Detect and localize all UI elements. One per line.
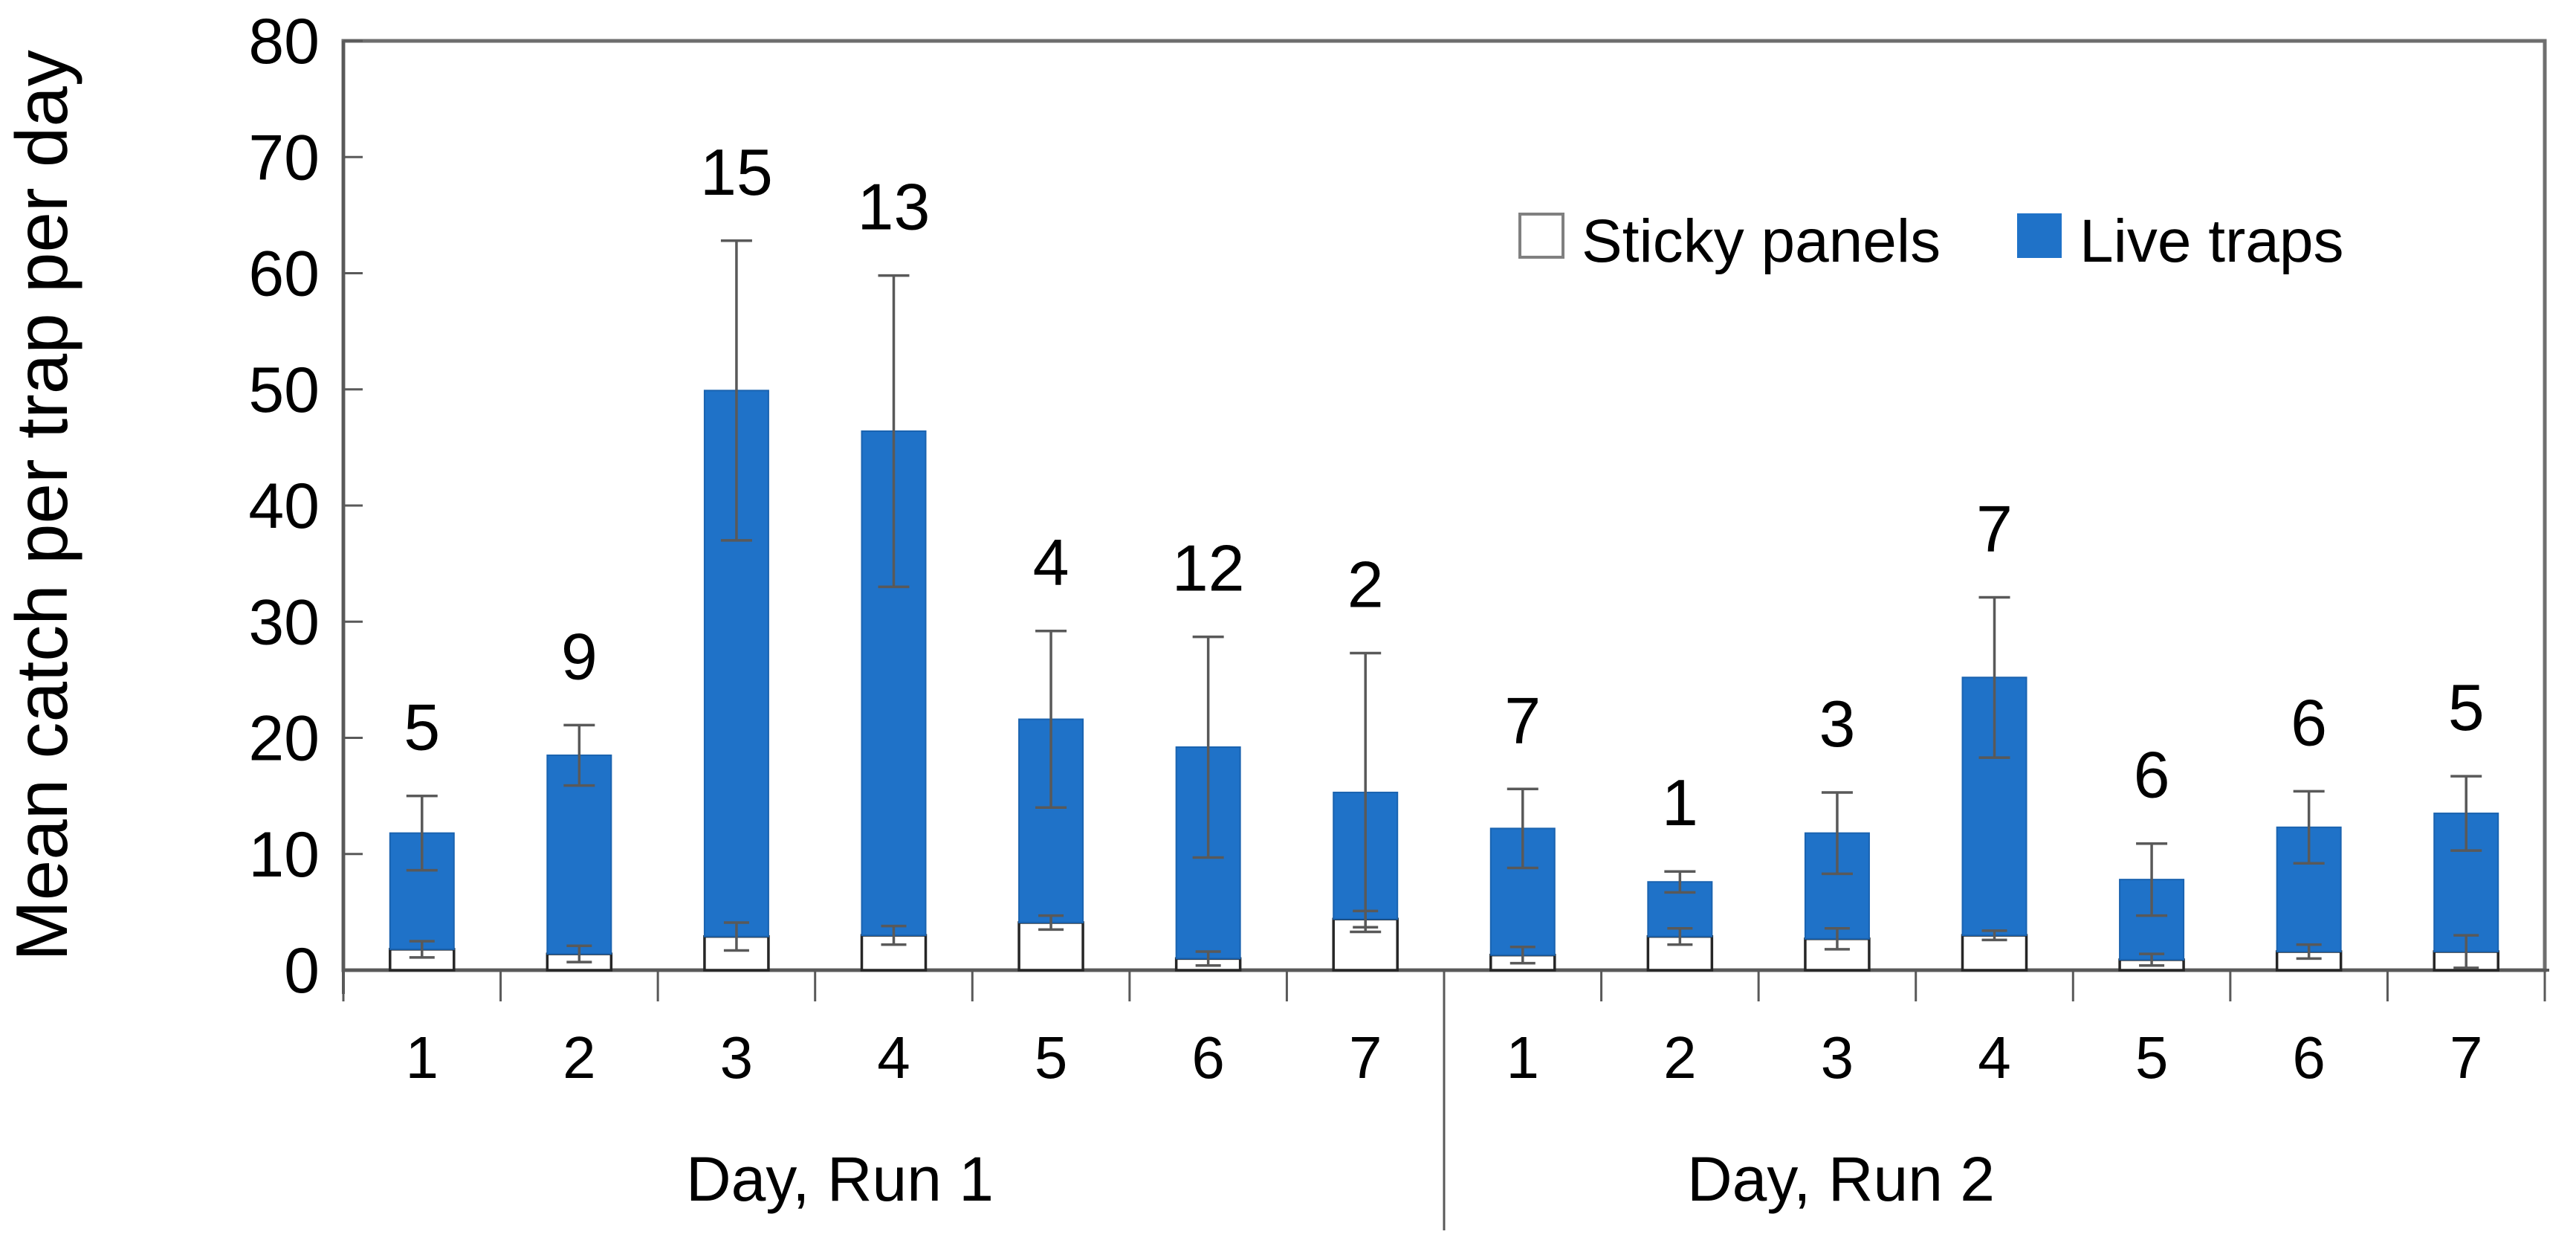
count-label-r1-d1: 5	[404, 691, 440, 764]
y-tick-label-10: 10	[248, 819, 320, 891]
day-label-r1-d1: 1	[406, 1024, 439, 1091]
day-label-r2-d6: 6	[2292, 1024, 2326, 1091]
day-label-r2-d1: 1	[1507, 1024, 1540, 1091]
count-label-r1-d6: 12	[1172, 532, 1245, 605]
count-label-r1-d3: 15	[700, 135, 773, 209]
group-label-run-2: Day, Run 2	[1687, 1144, 1995, 1214]
day-label-r2-d5: 5	[2135, 1024, 2169, 1091]
plot-border	[341, 39, 2547, 972]
count-label-r2-d3: 3	[1819, 687, 1855, 761]
count-label-r2-d7: 5	[2448, 671, 2485, 744]
day-label-r2-d2: 2	[1663, 1024, 1697, 1091]
legend-label-sticky-panels: Sticky panels	[1582, 207, 1941, 275]
day-label-r1-d7: 7	[1349, 1024, 1382, 1091]
day-label-r2-d7: 7	[2450, 1024, 2483, 1091]
day-label-r1-d6: 6	[1191, 1024, 1225, 1091]
y-tick-label-30: 30	[248, 587, 320, 658]
group-label-run-1: Day, Run 1	[686, 1144, 994, 1214]
y-tick-label-50: 50	[248, 355, 320, 426]
count-label-r2-d1: 7	[1504, 683, 1541, 757]
legend-swatch-sticky-panels	[1518, 213, 1564, 259]
day-label-r2-d4: 4	[1978, 1024, 2011, 1091]
day-label-r1-d5: 5	[1035, 1024, 1068, 1091]
y-tick-label-60: 60	[248, 239, 320, 310]
day-label-r2-d3: 3	[1821, 1024, 1854, 1091]
y-tick-label-40: 40	[248, 471, 320, 542]
count-label-r2-d5: 6	[2134, 738, 2170, 812]
day-label-r1-d4: 4	[877, 1024, 910, 1091]
y-tick-label-20: 20	[248, 703, 320, 775]
legend-label-live-traps: Live traps	[2080, 207, 2344, 275]
bar-segment-sticky-r2-d2	[1646, 934, 1714, 972]
y-axis-title: Mean catch per trap per day	[1, 50, 82, 961]
count-label-r1-d7: 2	[1347, 547, 1384, 621]
count-label-r1-d4: 13	[858, 170, 931, 244]
day-label-r1-d3: 3	[720, 1024, 754, 1091]
legend-swatch-live-traps	[2017, 213, 2062, 258]
error-bars-layer	[406, 239, 2482, 969]
count-label-r2-d4: 7	[1976, 491, 2013, 565]
count-label-r1-d2: 9	[561, 619, 598, 693]
day-label-r1-d2: 2	[563, 1024, 596, 1091]
bars-layer	[389, 390, 2499, 972]
count-label-r1-d5: 4	[1033, 526, 1069, 599]
legend: Sticky panels Live traps	[1518, 207, 2344, 275]
y-tick-label-0: 0	[284, 935, 320, 1007]
plot-area	[341, 39, 2549, 994]
count-label-r2-d2: 1	[1662, 766, 1698, 839]
bar-segment-live-r1-d2	[546, 754, 612, 955]
count-label-r2-d6: 6	[2291, 685, 2327, 759]
y-tick-label-80: 80	[248, 6, 320, 77]
y-axis: 0 10 20 30 40 50 60 70 80	[248, 6, 363, 1007]
y-tick-label-70: 70	[248, 122, 320, 193]
x-axis: 1 2 3 4 5 6 7 1 2 3 4 5 6 7	[342, 970, 2546, 1230]
